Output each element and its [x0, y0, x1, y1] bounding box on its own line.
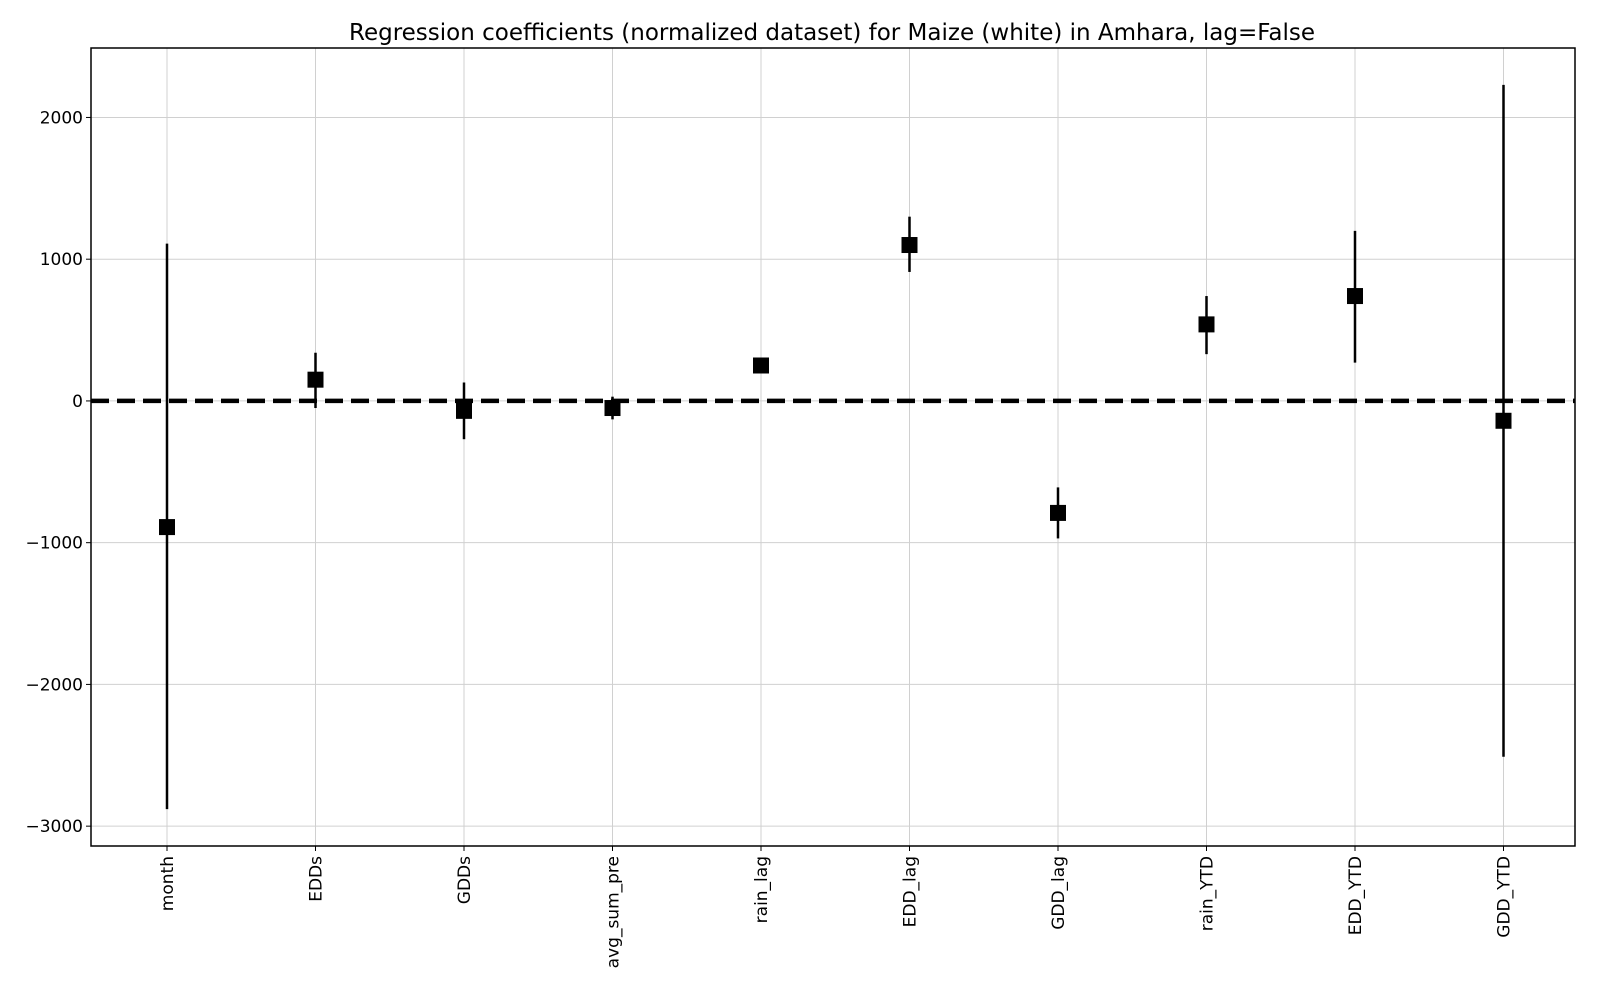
x-tick-label: rain_YTD	[1198, 856, 1218, 931]
y-tick-label: −1000	[25, 534, 83, 554]
x-tick-label: GDD_YTD	[1495, 856, 1515, 938]
x-tick-label: avg_sum_pre	[604, 856, 624, 968]
coefficient-marker	[1050, 504, 1066, 521]
y-tick-label: −3000	[25, 817, 83, 837]
coefficient-marker	[1347, 288, 1363, 305]
coefficient-marker	[753, 357, 769, 374]
y-axis: 2000 1000 0 −1000 −2000 −3000	[25, 108, 91, 837]
x-tick-label: GDDs	[455, 856, 475, 904]
grid	[91, 48, 1575, 846]
x-tick-label: EDD_lag	[901, 856, 921, 927]
y-tick-label: −2000	[25, 675, 83, 695]
plot-frame	[90, 47, 1576, 847]
x-tick-label: EDDs	[307, 856, 327, 902]
x-axis: month EDDs GDDs avg_sum_pre rain_lag EDD_lag G…	[158, 846, 1515, 968]
chart-title: Regression coefficients (normalized data…	[349, 20, 1315, 46]
error-bars	[165, 84, 1505, 810]
coefficient-marker	[901, 237, 918, 254]
coefficient-marker	[307, 371, 324, 388]
coefficient-marker	[604, 400, 621, 417]
markers	[159, 237, 1512, 536]
y-tick-label: 2000	[40, 108, 83, 128]
x-tick-label: month	[158, 856, 178, 911]
x-tick-label: GDD_lag	[1049, 856, 1069, 930]
x-tick-label: EDD_YTD	[1346, 856, 1366, 935]
y-tick-label: 0	[72, 392, 83, 412]
x-tick-label: rain_lag	[752, 856, 772, 923]
coefficient-marker	[456, 402, 472, 419]
coefficient-marker	[1495, 412, 1512, 429]
y-tick-label: 1000	[40, 250, 83, 270]
coefficient-marker	[1198, 316, 1215, 333]
coefficient-marker	[159, 519, 175, 536]
